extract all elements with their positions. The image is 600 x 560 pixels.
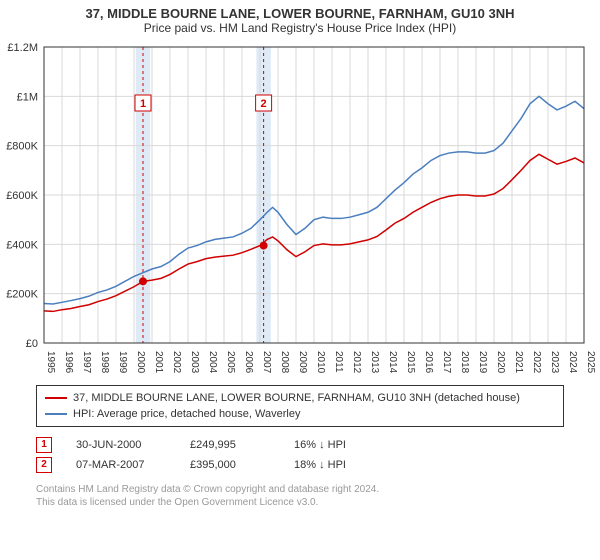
svg-text:2017: 2017: [441, 351, 452, 374]
sale-price: £395,000: [190, 459, 270, 471]
footer-line: This data is licensed under the Open Gov…: [36, 496, 564, 509]
svg-text:2000: 2000: [135, 351, 146, 374]
legend-swatch: [45, 397, 67, 399]
svg-text:1998: 1998: [99, 351, 110, 374]
svg-text:1995: 1995: [45, 351, 56, 374]
svg-text:2014: 2014: [387, 351, 398, 374]
svg-text:2002: 2002: [171, 351, 182, 374]
svg-text:1997: 1997: [81, 351, 92, 374]
legend-box: 37, MIDDLE BOURNE LANE, LOWER BOURNE, FA…: [36, 385, 564, 427]
svg-text:2019: 2019: [477, 351, 488, 374]
legend-swatch: [45, 413, 67, 415]
svg-text:1999: 1999: [117, 351, 128, 374]
svg-text:2006: 2006: [243, 351, 254, 374]
svg-text:2004: 2004: [207, 351, 218, 374]
chart-subtitle: Price paid vs. HM Land Registry's House …: [0, 21, 600, 39]
legend-label: HPI: Average price, detached house, Wave…: [73, 408, 300, 420]
price-chart: £0 £200K £400K £600K £800K £1M £1.2M 1995 1996 19…: [0, 39, 600, 379]
svg-text:£1.2M: £1.2M: [7, 42, 38, 54]
sale-date: 07-MAR-2007: [76, 459, 166, 471]
svg-text:2012: 2012: [351, 351, 362, 374]
svg-text:2003: 2003: [189, 351, 200, 374]
sale-delta: 16% ↓ HPI: [294, 439, 346, 451]
svg-text:2007: 2007: [261, 351, 272, 374]
sales-row: 1 30-JUN-2000 £249,995 16% ↓ HPI: [36, 435, 564, 455]
svg-text:2018: 2018: [459, 351, 470, 374]
legend-item: HPI: Average price, detached house, Wave…: [45, 406, 555, 422]
sales-row: 2 07-MAR-2007 £395,000 18% ↓ HPI: [36, 455, 564, 475]
svg-text:2009: 2009: [297, 351, 308, 374]
svg-text:1: 1: [140, 98, 146, 110]
svg-text:2008: 2008: [279, 351, 290, 374]
svg-text:£1M: £1M: [17, 91, 38, 103]
sales-table: 1 30-JUN-2000 £249,995 16% ↓ HPI 2 07-MA…: [36, 435, 564, 475]
svg-text:£600K: £600K: [6, 190, 38, 202]
svg-text:2015: 2015: [405, 351, 416, 374]
legend-item: 37, MIDDLE BOURNE LANE, LOWER BOURNE, FA…: [45, 390, 555, 406]
svg-text:2020: 2020: [495, 351, 506, 374]
svg-text:2022: 2022: [531, 351, 542, 374]
svg-text:2013: 2013: [369, 351, 380, 374]
svg-text:£200K: £200K: [6, 289, 38, 301]
svg-text:2024: 2024: [567, 351, 578, 374]
svg-text:2016: 2016: [423, 351, 434, 374]
svg-text:2005: 2005: [225, 351, 236, 374]
legend-label: 37, MIDDLE BOURNE LANE, LOWER BOURNE, FA…: [73, 392, 520, 404]
svg-text:£400K: £400K: [6, 239, 38, 251]
chart-title: 37, MIDDLE BOURNE LANE, LOWER BOURNE, FA…: [0, 0, 600, 21]
svg-text:£800K: £800K: [6, 141, 38, 153]
sale-marker-icon: 2: [36, 457, 52, 473]
sale-date: 30-JUN-2000: [76, 439, 166, 451]
footer-line: Contains HM Land Registry data © Crown c…: [36, 483, 564, 496]
svg-text:2025: 2025: [585, 351, 596, 374]
footer-attribution: Contains HM Land Registry data © Crown c…: [36, 483, 564, 509]
sale-delta: 18% ↓ HPI: [294, 459, 346, 471]
svg-text:£0: £0: [26, 338, 38, 350]
svg-text:2021: 2021: [513, 351, 524, 374]
sale-marker-icon: 1: [36, 437, 52, 453]
svg-text:2: 2: [261, 98, 267, 110]
svg-text:2001: 2001: [153, 351, 164, 374]
svg-text:2023: 2023: [549, 351, 560, 374]
svg-text:2010: 2010: [315, 351, 326, 374]
sale-price: £249,995: [190, 439, 270, 451]
svg-text:2011: 2011: [333, 351, 344, 373]
svg-text:1996: 1996: [63, 351, 74, 374]
